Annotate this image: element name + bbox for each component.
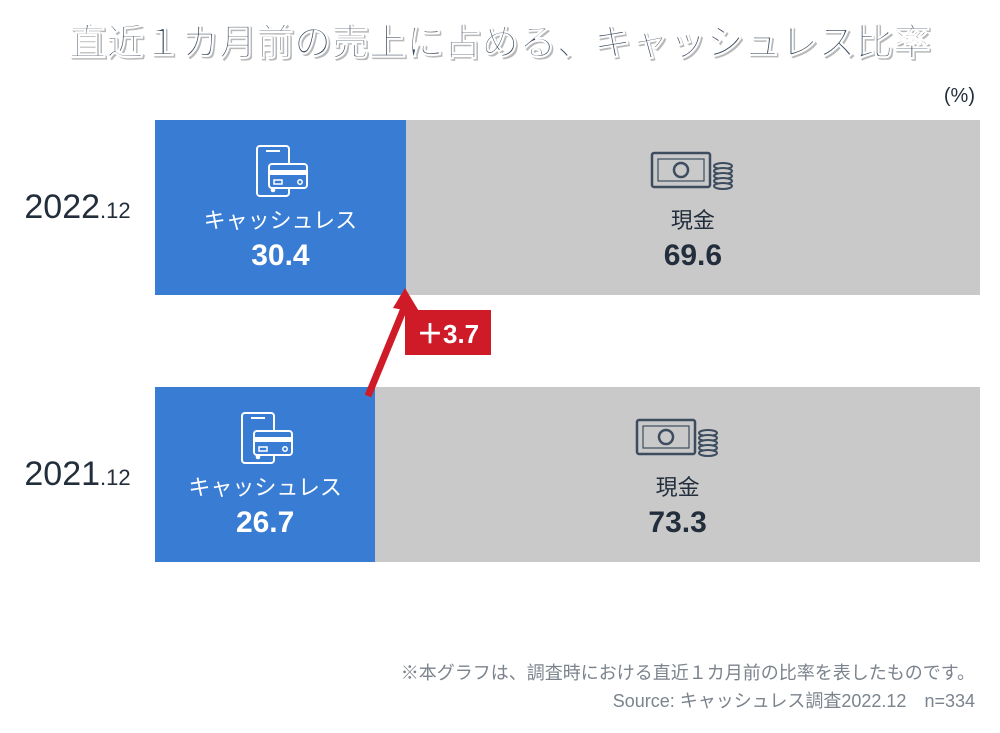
segment-label: キャッシュレス [204, 203, 358, 235]
month: .12 [100, 198, 131, 223]
cash-icon [633, 410, 723, 466]
bar-row: 2021.12 キャッシュレス 26.7 [0, 387, 1000, 562]
stacked-bar: キャッシュレス 30.4 [155, 120, 980, 295]
cashless-icon [232, 410, 298, 466]
month: .12 [100, 465, 131, 490]
chart-area: 2022.12 キャッシュレス 30.4 [0, 120, 1000, 562]
segment-value: 69.6 [664, 239, 722, 273]
change-badge: ＋3.7 [405, 310, 491, 355]
year: 2021 [24, 455, 100, 493]
segment-label: キャッシュレス [188, 470, 342, 502]
segment-cashless: キャッシュレス 30.4 [155, 120, 406, 295]
page-title: 直近１カ月前の売上に占める、キャッシュレス比率 [0, 0, 1000, 66]
year-label: 2022.12 [0, 188, 155, 227]
footnote-disclaimer: ※本グラフは、調査時における直近１カ月前の比率を表したものです。 [401, 659, 975, 685]
bar-row: 2022.12 キャッシュレス 30.4 [0, 120, 1000, 295]
segment-label: 現金 [671, 203, 715, 235]
segment-value: 30.4 [251, 239, 309, 273]
cash-icon [648, 143, 738, 199]
unit-label: (%) [944, 85, 975, 108]
year-label: 2021.12 [0, 455, 155, 494]
segment-cash: 現金 73.3 [375, 387, 980, 562]
stacked-bar: キャッシュレス 26.7 [155, 387, 980, 562]
year: 2022 [24, 188, 100, 226]
segment-label: 現金 [656, 470, 700, 502]
segment-cash: 現金 69.6 [406, 120, 980, 295]
footnote-source: Source: キャッシュレス調査2022.12 n=334 [613, 687, 975, 713]
segment-value: 26.7 [236, 506, 294, 540]
segment-cashless: キャッシュレス 26.7 [155, 387, 375, 562]
cashless-icon [247, 143, 313, 199]
segment-value: 73.3 [648, 506, 706, 540]
